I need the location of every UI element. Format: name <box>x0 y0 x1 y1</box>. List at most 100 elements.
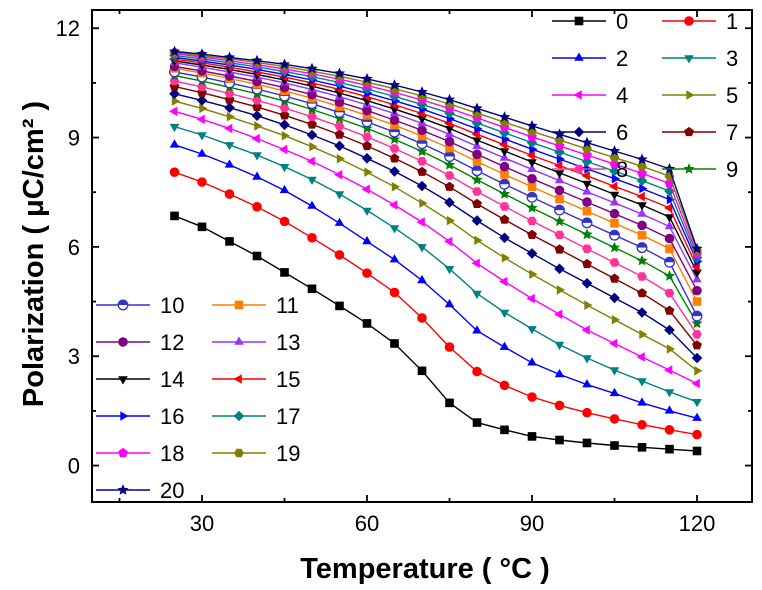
data-point <box>692 297 702 306</box>
data-point <box>499 276 508 287</box>
data-point <box>362 235 372 245</box>
legend-marker <box>573 126 585 138</box>
data-point <box>416 145 428 157</box>
data-point <box>609 258 620 267</box>
data-point <box>582 438 592 448</box>
data-point <box>251 110 263 121</box>
data-point <box>584 300 593 310</box>
data-point <box>279 184 290 194</box>
y-tick-label: 12 <box>56 16 80 41</box>
data-point <box>554 160 563 171</box>
data-point <box>581 136 593 148</box>
legend-entry-6: 6 <box>552 120 628 145</box>
legend-label: 16 <box>160 404 184 429</box>
data-point <box>471 215 483 226</box>
data-point <box>499 202 510 211</box>
series-line-17 <box>174 54 698 259</box>
data-point <box>336 153 345 164</box>
data-point <box>526 248 538 259</box>
data-point <box>609 229 620 241</box>
data-point <box>472 325 482 334</box>
marker-half <box>582 218 592 223</box>
x-tick-label: 90 <box>520 511 544 536</box>
data-point <box>499 309 510 318</box>
data-point <box>171 96 180 106</box>
data-point <box>252 202 262 212</box>
data-point <box>691 317 703 329</box>
marker-half <box>554 205 565 211</box>
data-point <box>555 194 564 204</box>
data-point <box>444 181 455 191</box>
data-point <box>224 102 235 113</box>
data-point <box>252 152 262 161</box>
data-point <box>526 191 538 203</box>
data-point <box>639 329 648 340</box>
data-point <box>609 273 620 283</box>
data-point <box>691 242 703 254</box>
data-point <box>197 132 207 141</box>
data-point <box>609 181 618 192</box>
data-point <box>554 146 565 158</box>
legend-entry-12: 12 <box>96 330 184 355</box>
data-point <box>582 180 592 189</box>
series-layer <box>168 45 703 456</box>
data-point <box>417 244 427 253</box>
series-0 <box>170 211 702 456</box>
legend-label: 9 <box>726 157 738 182</box>
data-point <box>472 137 482 146</box>
legend-entry-2: 2 <box>552 46 628 71</box>
data-point <box>611 174 620 184</box>
legend-entry-18: 18 <box>96 441 184 466</box>
data-point <box>665 244 674 254</box>
data-point <box>554 230 565 240</box>
data-point <box>474 235 483 246</box>
data-point <box>472 366 482 377</box>
data-point <box>445 398 454 408</box>
plot-border <box>91 9 753 503</box>
series-line-11 <box>174 67 698 302</box>
data-point <box>581 325 590 335</box>
data-point <box>692 412 702 421</box>
data-point <box>637 288 647 298</box>
data-point <box>417 157 427 166</box>
legend-marker <box>118 337 128 347</box>
data-point <box>554 135 565 145</box>
legend-entry-10: 10 <box>96 293 184 318</box>
legend-entry-4: 4 <box>552 83 628 108</box>
legend-entry-20: 20 <box>96 478 184 503</box>
legend-marker <box>118 376 128 385</box>
data-point <box>499 140 508 150</box>
legend-entry-17: 17 <box>212 404 300 429</box>
data-point <box>663 270 676 281</box>
data-point <box>554 368 565 378</box>
legend-entry-1: 1 <box>662 9 738 34</box>
data-point <box>665 444 674 454</box>
legend-label: 12 <box>160 330 184 355</box>
data-point <box>390 339 399 348</box>
data-point <box>364 167 373 177</box>
data-point <box>553 128 566 139</box>
data-point <box>527 216 537 226</box>
legend-label: 8 <box>616 157 628 182</box>
y-axis-title: Polarization ( μC/cm² ) <box>18 101 50 407</box>
data-point <box>581 228 593 240</box>
data-point <box>529 269 538 279</box>
data-point <box>499 127 510 139</box>
series-line-13 <box>174 62 698 281</box>
data-point <box>197 148 207 157</box>
data-point <box>582 258 592 269</box>
data-point <box>637 443 647 452</box>
data-point <box>554 341 565 351</box>
data-point <box>636 352 645 362</box>
data-point <box>196 95 208 106</box>
data-point <box>471 258 480 269</box>
series-1 <box>169 167 702 440</box>
legend-label: 15 <box>276 367 300 392</box>
legend-marker <box>684 126 694 137</box>
data-point <box>527 159 537 168</box>
data-point <box>639 183 648 194</box>
data-point <box>691 262 700 272</box>
data-point <box>637 397 647 406</box>
legend-marker <box>574 16 584 26</box>
